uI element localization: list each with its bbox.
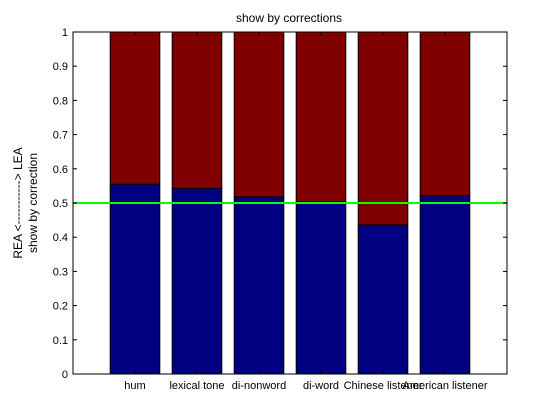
x-tick-label: American listener bbox=[403, 380, 488, 392]
bar-segment bbox=[233, 31, 285, 198]
bar-segment bbox=[357, 31, 409, 226]
y-axis-label-line2: show by correction bbox=[26, 153, 40, 253]
bar-segment bbox=[419, 195, 471, 375]
bar-segment bbox=[109, 31, 161, 185]
bar-segment bbox=[295, 201, 347, 375]
x-tick-label: Chinese listener bbox=[344, 380, 423, 392]
y-tick-label: 0.3 bbox=[53, 266, 68, 278]
bar-segment bbox=[419, 31, 471, 197]
bar-segment bbox=[171, 31, 223, 189]
y-tick-label: 0.4 bbox=[53, 232, 68, 244]
y-tick-label: 0.6 bbox=[53, 164, 68, 176]
y-tick-label: 0.8 bbox=[53, 95, 68, 107]
y-tick-label: 0.7 bbox=[53, 130, 68, 142]
bar-segment bbox=[357, 224, 409, 375]
x-tick-label: lexical tone bbox=[169, 380, 224, 392]
y-tick-label: 1 bbox=[62, 27, 68, 39]
x-tick-label: hum bbox=[124, 380, 145, 392]
bar-segment bbox=[233, 196, 285, 375]
chart-title: show by corrections bbox=[236, 11, 342, 25]
y-tick-label: 0.2 bbox=[53, 301, 68, 313]
x-tick-label: di-nonword bbox=[232, 380, 286, 392]
plot-area: hum lexical tone di-nonword di-word Chinese … bbox=[53, 27, 508, 392]
y-tick-label: 0.1 bbox=[53, 335, 68, 347]
y-axis-label-line1: REA <-----------> LEA bbox=[11, 147, 25, 258]
y-tick-label: 0.5 bbox=[53, 198, 68, 210]
bar-segment bbox=[295, 31, 347, 203]
x-tick-label: di-word bbox=[303, 380, 339, 392]
bar-segment bbox=[109, 183, 161, 375]
bar-segment bbox=[171, 187, 223, 375]
y-axis-label: REA <-----------> LEA show by correction bbox=[11, 147, 40, 258]
y-tick-label: 0 bbox=[62, 369, 68, 381]
y-tick-label: 0.9 bbox=[53, 61, 68, 73]
